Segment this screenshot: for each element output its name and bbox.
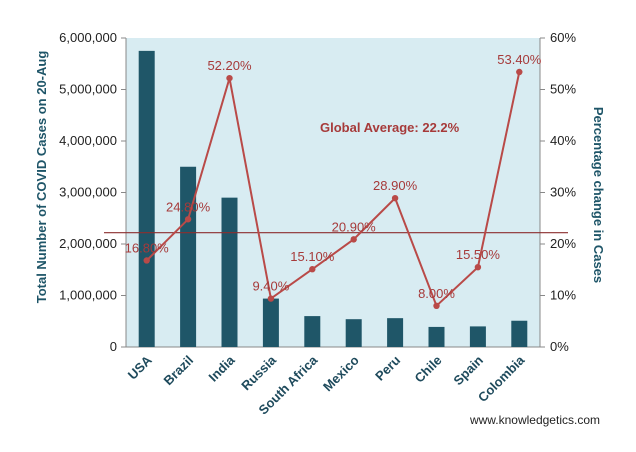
line-point (184, 216, 192, 223)
data-label: 52.20% (207, 58, 252, 73)
y2-tick-label: 0% (550, 339, 569, 354)
data-label: 16.80% (125, 240, 170, 255)
y2-tick-label: 40% (550, 133, 576, 148)
data-label: 15.10% (290, 249, 335, 264)
data-label: 15.50% (456, 247, 501, 262)
y2-tick-label: 10% (550, 288, 576, 303)
line-point (267, 295, 275, 302)
y-tick-label: 5,000,000 (59, 82, 117, 97)
category-label: Mexico (320, 352, 362, 394)
line-point (143, 257, 150, 264)
line-point (474, 263, 482, 271)
y-axis-title: Total Number of COVID Cases on 20-Aug (34, 51, 49, 304)
category-label: Spain (450, 352, 486, 388)
y2-tick-label: 20% (550, 236, 576, 251)
y-tick-label: 0 (110, 339, 117, 354)
y-tick-label: 6,000,000 (59, 30, 117, 45)
category-label: Russia (238, 352, 279, 393)
bar (428, 326, 445, 347)
category-label: India (206, 352, 239, 385)
y-tick-label: 3,000,000 (59, 185, 117, 200)
y2-axis-title: Percentage change in Cases (591, 107, 606, 283)
credit-text: www.knowledgetics.com (469, 413, 600, 427)
line-point (226, 74, 233, 82)
category-label: Brazil (161, 353, 197, 389)
data-label: 20.90% (332, 219, 377, 234)
y2-tick-label: 60% (550, 30, 576, 45)
bar (304, 316, 321, 347)
data-label: 8.00% (418, 286, 455, 301)
data-label: 28.90% (373, 178, 418, 193)
y2-tick-label: 50% (550, 82, 576, 97)
bar (221, 197, 238, 347)
bar (138, 50, 155, 347)
y2-tick-label: 30% (550, 185, 576, 200)
y-tick-label: 2,000,000 (59, 236, 117, 251)
category-label: USA (125, 352, 155, 382)
global-average-label: Global Average: 22.2% (320, 120, 460, 135)
bar (262, 298, 279, 347)
line-point (350, 236, 357, 243)
bar (180, 166, 197, 347)
data-label: 24.80% (166, 199, 211, 214)
line-point (433, 302, 440, 309)
bar (469, 326, 486, 347)
data-label: 9.40% (252, 279, 289, 294)
category-label: Peru (372, 352, 403, 383)
percentage-line (145, 71, 521, 308)
line-point (516, 68, 523, 76)
category-label: Colombia (475, 352, 528, 405)
line-point (309, 266, 316, 273)
y-tick-label: 4,000,000 (59, 133, 117, 148)
bar (511, 320, 528, 347)
line-point (391, 194, 399, 202)
data-label: 53.40% (497, 52, 542, 67)
bar (387, 318, 404, 347)
bar (345, 319, 362, 347)
category-label: Chile (412, 353, 445, 386)
y-tick-label: 1,000,000 (59, 288, 117, 303)
